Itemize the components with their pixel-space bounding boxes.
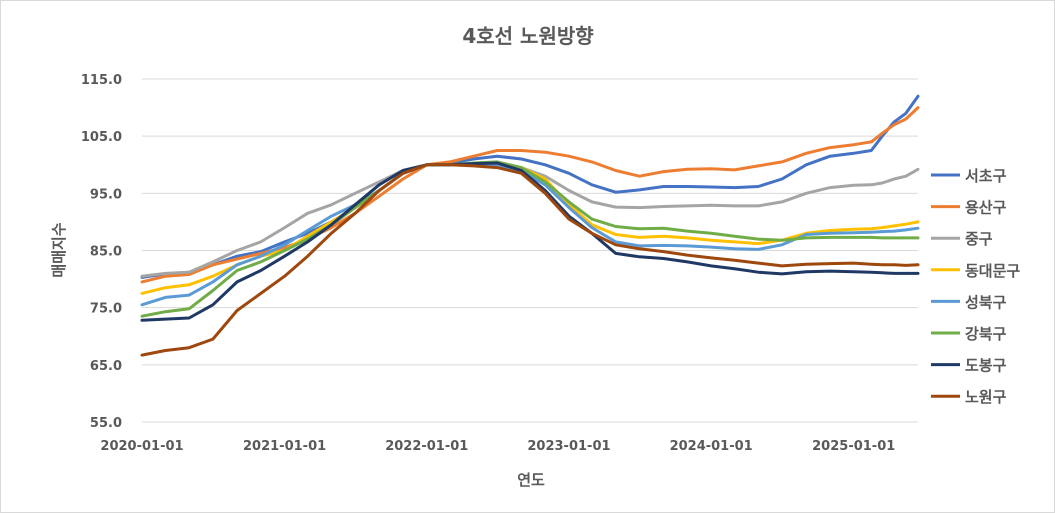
series-line	[140, 162, 920, 307]
x-tick-label: 2024-01-01	[670, 439, 753, 454]
x-tick-label: 2020-01-01	[100, 439, 183, 454]
legend-label: 성북구	[965, 293, 1007, 311]
series-line	[140, 94, 920, 279]
legend-label: 노원구	[965, 388, 1007, 406]
y-tick-label: 75.0	[90, 302, 122, 317]
legend-label: 도봉구	[965, 357, 1007, 375]
gridlines	[142, 78, 918, 423]
series-line	[140, 163, 920, 357]
y-tick-label: 115.0	[81, 73, 122, 88]
legend-label: 강북구	[965, 325, 1007, 343]
series-line	[140, 106, 920, 284]
y-tick-label: 65.0	[90, 359, 122, 374]
y-axis-ticks: 115.0 105.0 95.0 85.0 75.0 65.0 55.0	[81, 73, 122, 431]
x-axis-label: 연도	[517, 471, 545, 489]
series-line	[140, 161, 920, 322]
y-tick-label: 85.0	[90, 245, 122, 260]
series-line	[140, 160, 920, 318]
x-tick-label: 2025-01-01	[812, 439, 895, 454]
legend-label: 용산구	[965, 199, 1007, 217]
x-axis-ticks: 2020-01-01 2021-01-01 2022-01-01 2023-01-01…	[100, 439, 895, 454]
x-tick-label: 2021-01-01	[243, 439, 326, 454]
legend-label: 동대문구	[965, 262, 1020, 280]
legend-label: 서초구	[965, 167, 1007, 185]
series-lines	[140, 94, 920, 357]
y-tick-label: 95.0	[90, 187, 122, 202]
series-line	[140, 162, 920, 278]
x-tick-label: 2022-01-01	[385, 439, 468, 454]
series-line	[140, 163, 920, 295]
y-tick-label: 55.0	[90, 416, 122, 431]
x-tick-label: 2023-01-01	[527, 439, 610, 454]
y-tick-label: 105.0	[81, 130, 122, 145]
y-axis-label: 매매지수	[50, 222, 68, 277]
chart-title: 4호선 노원방향	[462, 24, 594, 48]
legend-label: 중구	[965, 230, 993, 248]
